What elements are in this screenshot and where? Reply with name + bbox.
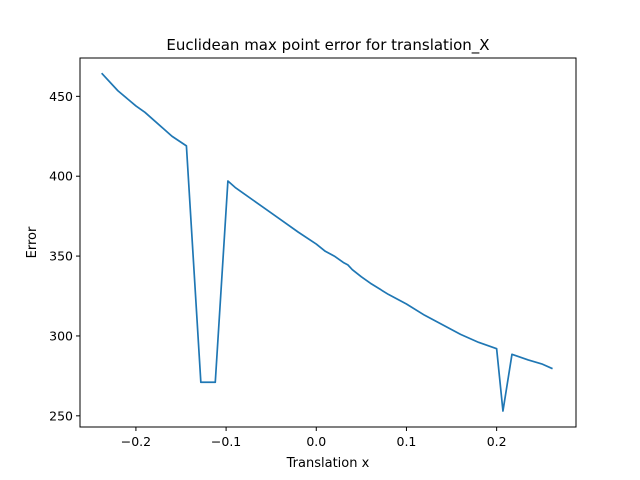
y-axis-ticks: 250 300 350 400 450 bbox=[49, 89, 80, 423]
x-axis-label: Translation x bbox=[286, 456, 370, 471]
plot-area-frame bbox=[79, 57, 577, 428]
series-line bbox=[101, 72, 553, 412]
x-axis-ticks: −0.2 −0.1 0.0 0.1 0.2 bbox=[121, 427, 507, 449]
x-tick-label: 0.1 bbox=[397, 434, 417, 449]
chart-title: Euclidean max point error for translatio… bbox=[166, 36, 489, 55]
x-tick-label: −0.1 bbox=[211, 434, 241, 449]
y-tick-label: 350 bbox=[49, 249, 73, 264]
x-tick-label: 0.2 bbox=[487, 434, 507, 449]
y-tick-label: 400 bbox=[49, 169, 73, 184]
x-tick-label: 0.0 bbox=[306, 434, 326, 449]
y-tick-label: 300 bbox=[49, 328, 73, 343]
y-tick-label: 450 bbox=[49, 89, 73, 104]
x-tick-label: −0.2 bbox=[121, 434, 151, 449]
y-tick-label: 250 bbox=[49, 408, 73, 423]
y-axis-label: Error bbox=[25, 226, 40, 258]
